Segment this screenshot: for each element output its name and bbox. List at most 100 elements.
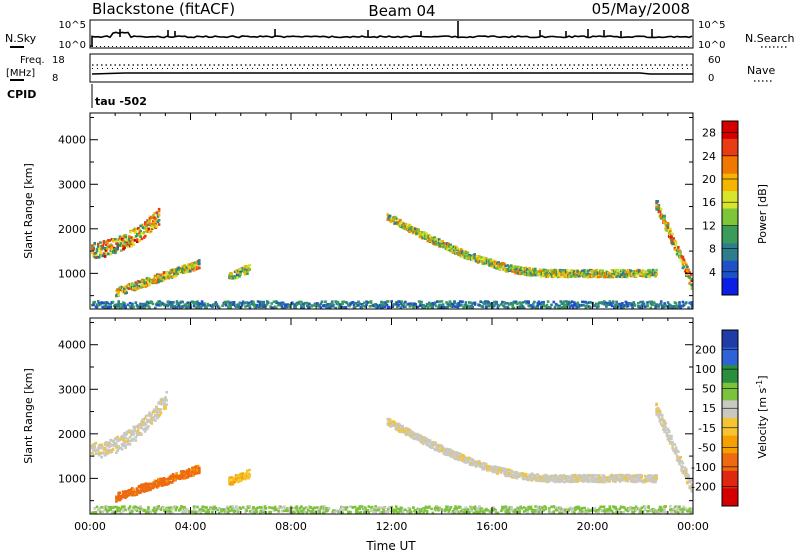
scatter-cell	[133, 285, 136, 288]
scatter-cell	[366, 301, 369, 304]
scatter-cell	[342, 301, 345, 304]
scatter-cell	[133, 509, 136, 512]
colorbar-tick-label: 12	[702, 219, 716, 232]
scatter-cell	[135, 228, 138, 231]
scatter-cell	[663, 218, 666, 221]
scatter-cell	[596, 269, 599, 272]
scatter-cell	[144, 509, 147, 512]
scatter-cell	[442, 303, 445, 306]
scatter-cell	[594, 507, 597, 510]
scatter-cell	[135, 301, 138, 304]
scatter-cell	[573, 511, 576, 514]
scatter-cell	[198, 267, 201, 270]
scatter-cell	[202, 505, 205, 508]
scatter-cell	[198, 259, 201, 262]
scatter-cell	[117, 302, 120, 305]
scatter-cell	[478, 304, 481, 307]
scatter-cell	[182, 470, 185, 473]
scatter-cell	[515, 272, 518, 275]
scatter-cell	[133, 243, 136, 246]
scatter-cell	[92, 449, 95, 452]
scatter-cell	[148, 228, 151, 231]
scatter-cell	[639, 509, 642, 512]
nave-tick-bottom: 0	[708, 73, 714, 84]
scatter-cell	[468, 511, 471, 514]
scatter-cell	[459, 300, 462, 303]
scatter-cell	[523, 506, 526, 509]
scatter-cell	[424, 509, 427, 512]
scatter-cell	[193, 505, 196, 508]
nave-label: Nave	[747, 64, 775, 77]
scatter-cell	[186, 508, 189, 511]
scatter-cell	[129, 440, 132, 443]
scatter-cell	[125, 236, 128, 239]
scatter-cell	[127, 246, 130, 249]
scatter-cell	[581, 510, 584, 513]
nsearch-tick-bottom: 10^0	[698, 40, 725, 51]
scatter-cell	[256, 510, 259, 513]
scatter-cell	[136, 434, 139, 437]
scatter-cell	[581, 301, 584, 304]
scatter-cell	[192, 301, 195, 304]
scatter-cell	[623, 276, 626, 279]
scatter-cell	[205, 506, 208, 509]
scatter-cell	[680, 260, 683, 263]
scatter-cell	[622, 511, 625, 514]
scatter-cell	[404, 305, 407, 308]
scatter-cell	[101, 510, 104, 513]
scatter-cell	[239, 302, 242, 305]
scatter-cell	[115, 500, 118, 503]
scatter-cell	[127, 304, 130, 307]
scatter-cell	[572, 306, 575, 309]
scatter-cell	[91, 252, 94, 255]
scatter-cell	[663, 215, 666, 218]
scatter-cell	[113, 506, 116, 509]
colorbar-tick-label: 28	[702, 127, 716, 140]
scatter-cell	[397, 304, 400, 307]
scatter-cell	[683, 266, 686, 269]
cpid-label: CPID	[7, 88, 36, 101]
scatter-cell	[504, 265, 507, 268]
scatter-cell	[566, 269, 569, 272]
scatter-cell	[101, 306, 104, 309]
scatter-cell	[121, 448, 124, 451]
power-scatter-cells	[91, 200, 693, 309]
freq-label-line1: Freq.	[20, 55, 45, 66]
scatter-cell	[95, 442, 98, 445]
scatter-cell	[358, 303, 361, 306]
scatter-cell	[120, 242, 123, 245]
scatter-cell	[108, 239, 111, 242]
scatter-cell	[107, 509, 110, 512]
scatter-cell	[550, 506, 553, 509]
scatter-cell	[269, 511, 272, 514]
scatter-cell	[505, 475, 508, 478]
scatter-cell	[130, 245, 133, 248]
y-tick-label: 3000	[58, 178, 86, 191]
scatter-cell	[435, 305, 438, 308]
scatter-cell	[346, 506, 349, 509]
scatter-cell	[532, 305, 535, 308]
scatter-cell	[465, 506, 468, 509]
scatter-cell	[645, 276, 648, 279]
cpid-panel: CPID tau -502	[7, 84, 147, 108]
scatter-cell	[115, 442, 118, 445]
scatter-cell	[139, 225, 142, 228]
scatter-cell	[163, 477, 166, 480]
scatter-cell	[576, 270, 579, 273]
scatter-cell	[165, 403, 168, 406]
scatter-cell	[99, 511, 102, 514]
scatter-cell	[99, 447, 102, 450]
scatter-cell	[644, 506, 647, 509]
scatter-cell	[205, 511, 208, 514]
scatter-cell	[145, 415, 148, 418]
scatter-cell	[522, 301, 525, 304]
scatter-cell	[602, 270, 605, 273]
scatter-cell	[446, 306, 449, 309]
scatter-cell	[119, 491, 122, 494]
scatter-cell	[675, 302, 678, 305]
scatter-cell	[110, 253, 113, 256]
scatter-cell	[127, 438, 130, 441]
scatter-cell	[647, 505, 650, 508]
